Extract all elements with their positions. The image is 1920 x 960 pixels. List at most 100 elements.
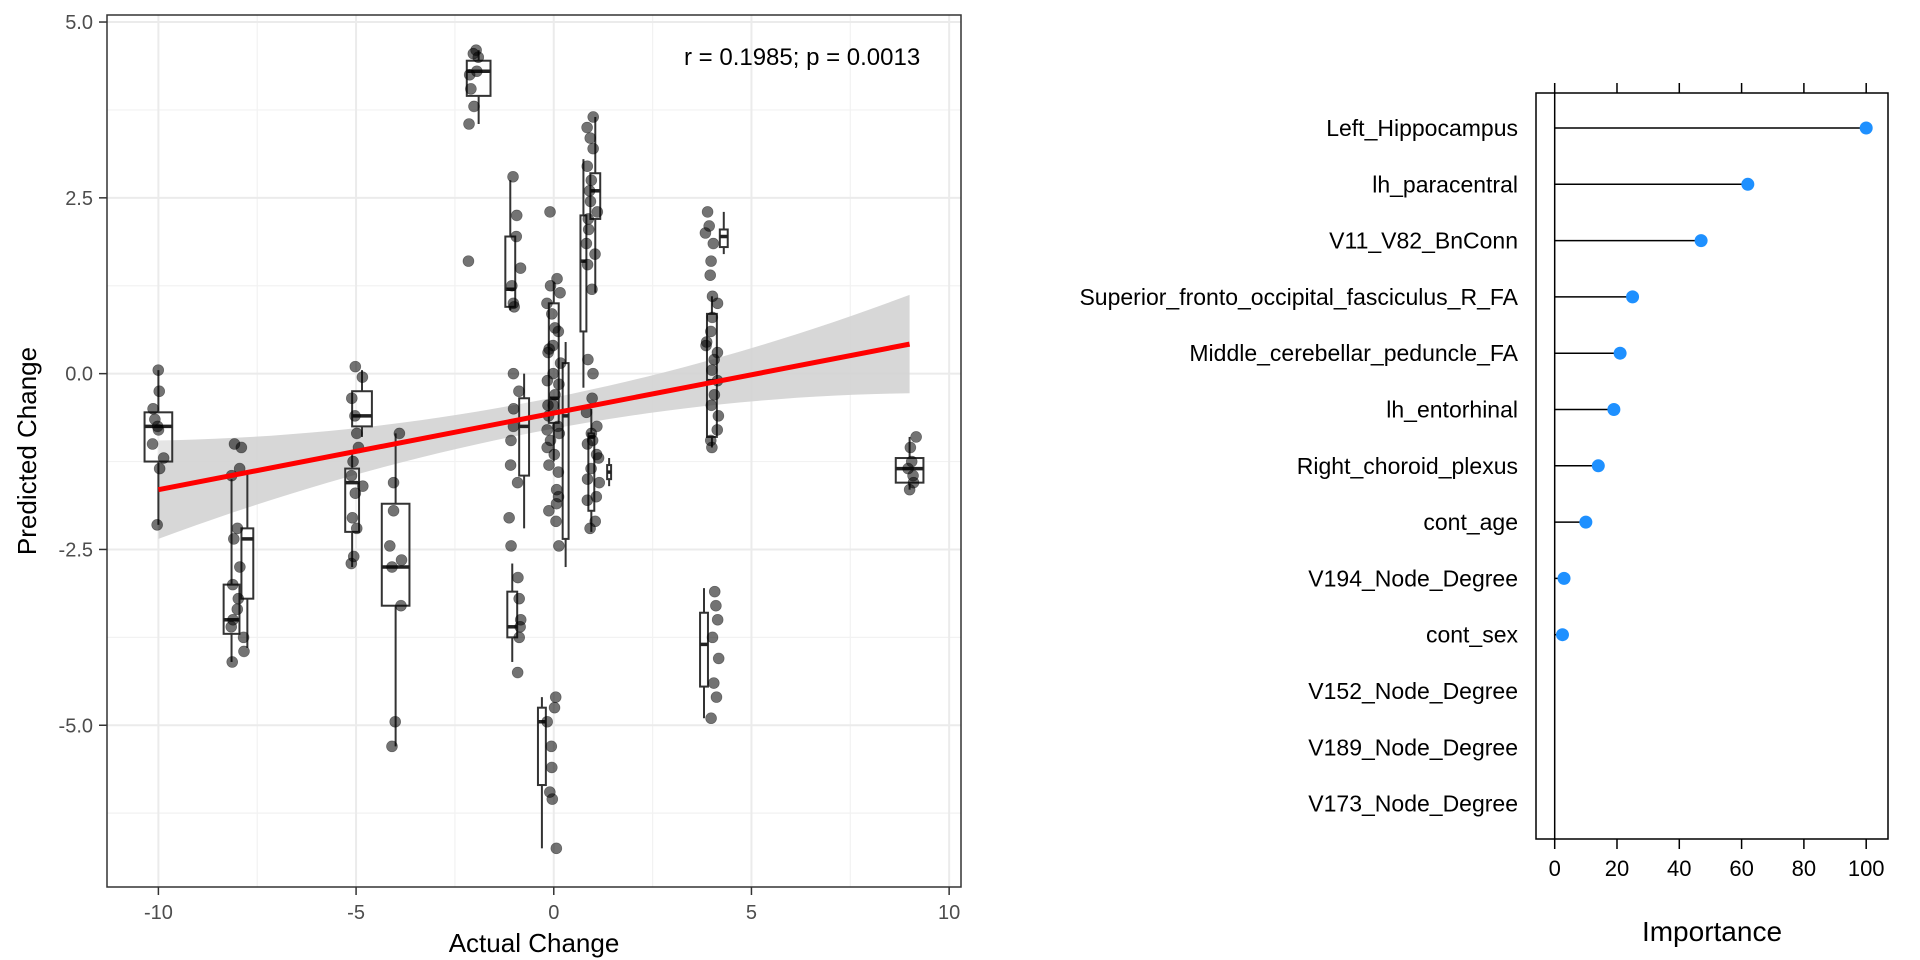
importance-point [1607,403,1621,416]
data-point [706,631,719,644]
boxplot-box [504,235,517,308]
data-point [350,522,363,535]
importance-point [1626,290,1640,304]
data-point [386,740,398,753]
boxplot-box [718,228,729,249]
variable-label: V189_Node_Degree [1308,734,1518,760]
data-point [904,441,917,454]
data-point [550,515,562,528]
data-point [581,258,594,271]
data-point [553,378,565,390]
data-point [582,223,595,236]
data-point [350,427,363,440]
boxplot-box [579,214,588,333]
data-point [510,230,523,243]
data-point [541,424,553,436]
data-point [582,353,594,366]
data-point [546,308,558,320]
x-tick-label: 80 [1792,856,1816,881]
data-point [463,118,475,130]
y-tick-label: -2.5 [59,539,93,561]
data-point [587,367,599,380]
boxplot-box [518,397,531,477]
data-point [585,427,598,440]
y-tick-label: 2.5 [65,188,93,210]
data-point [903,483,916,496]
data-point [546,793,559,805]
data-point [711,297,724,310]
data-point [235,441,248,454]
x-tick-label: 60 [1729,856,1753,881]
data-point [226,578,239,591]
data-point [580,237,593,250]
data-point [708,353,720,366]
data-point [584,522,596,535]
x-tick-label: 0 [1549,856,1561,881]
data-point [386,561,398,573]
data-point [544,206,556,218]
data-point [707,677,720,689]
data-point [347,455,359,468]
data-point [705,712,717,725]
data-point [237,631,250,644]
data-point [708,585,721,598]
data-point [586,283,598,296]
data-point [345,557,358,570]
data-point [514,262,527,274]
data-point [345,469,358,482]
variable-label: cont_age [1423,509,1518,535]
data-point [552,466,565,478]
data-point [586,392,598,405]
data-point [463,68,476,81]
data-point [506,279,518,292]
data-point [708,388,721,401]
data-point [384,540,396,552]
data-point [545,761,558,774]
data-point [548,448,561,461]
y-tick-label: -5.0 [59,715,93,737]
importance-frame [1535,92,1889,840]
data-point [147,403,159,415]
data-point [551,272,563,285]
x-tick-label: 40 [1667,856,1691,881]
data-point [589,248,601,260]
data-point [543,343,555,355]
variable-label: Superior_fronto_occipital_fasciculus_R_F… [1079,284,1518,310]
data-point [704,269,717,281]
variable-label: Right_choroid_plexus [1297,453,1518,479]
scatter-panel: r = 0.1985; p = 0.0013 -10 -5 0 5 10 5.0 2.5 0.0… [12,12,962,958]
data-point [231,522,244,535]
data-point [507,403,520,415]
data-point [582,213,595,225]
data-point [468,100,480,113]
data-point [549,388,561,401]
data-point [472,51,485,63]
data-point [513,592,525,605]
data-point [228,533,240,545]
data-point [513,385,525,398]
importance-point [1579,515,1593,529]
variable-label: V173_Node_Degree [1308,791,1518,817]
data-point [231,603,244,616]
variable-label: lh_entorhinal [1386,397,1518,423]
data-point [462,255,475,267]
data-point [587,142,599,155]
data-point [710,599,722,612]
data-point [548,701,561,714]
importance-point [1741,177,1755,191]
data-point [541,441,553,454]
data-point [910,431,922,443]
regression-line [157,341,911,493]
data-point [465,83,477,95]
x-tick-label: -5 [347,902,365,924]
data-point [356,371,369,383]
boxplot-box [699,611,709,688]
data-point [585,462,597,475]
data-point [387,476,400,489]
data-point [151,519,163,531]
variable-label: V152_Node_Degree [1308,678,1518,704]
data-point [541,297,553,310]
importance-point [1557,571,1571,585]
boxplot-box [561,362,570,540]
